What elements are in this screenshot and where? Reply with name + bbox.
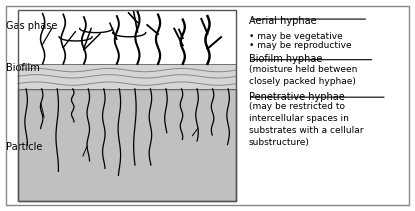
Bar	[18, 89, 237, 201]
Text: Penetrative hyphae: Penetrative hyphae	[249, 92, 344, 102]
Text: Biofilm hyphae: Biofilm hyphae	[249, 54, 322, 65]
Bar	[18, 64, 237, 89]
FancyBboxPatch shape	[5, 5, 410, 206]
Text: Biofilm: Biofilm	[5, 63, 39, 73]
Text: • may be vegetative: • may be vegetative	[249, 32, 342, 41]
Text: Gas phase: Gas phase	[5, 21, 57, 31]
Text: • may be reproductive: • may be reproductive	[249, 41, 352, 50]
Text: Particle: Particle	[5, 142, 42, 152]
Bar	[18, 10, 237, 64]
Bar	[18, 10, 237, 201]
Text: (may be restricted to
intercellular spaces in
substrates with a cellular
substru: (may be restricted to intercellular spac…	[249, 102, 363, 147]
Text: (moisture held between
closely packed hyphae): (moisture held between closely packed hy…	[249, 65, 357, 86]
Text: Aerial hyphae: Aerial hyphae	[249, 16, 316, 26]
